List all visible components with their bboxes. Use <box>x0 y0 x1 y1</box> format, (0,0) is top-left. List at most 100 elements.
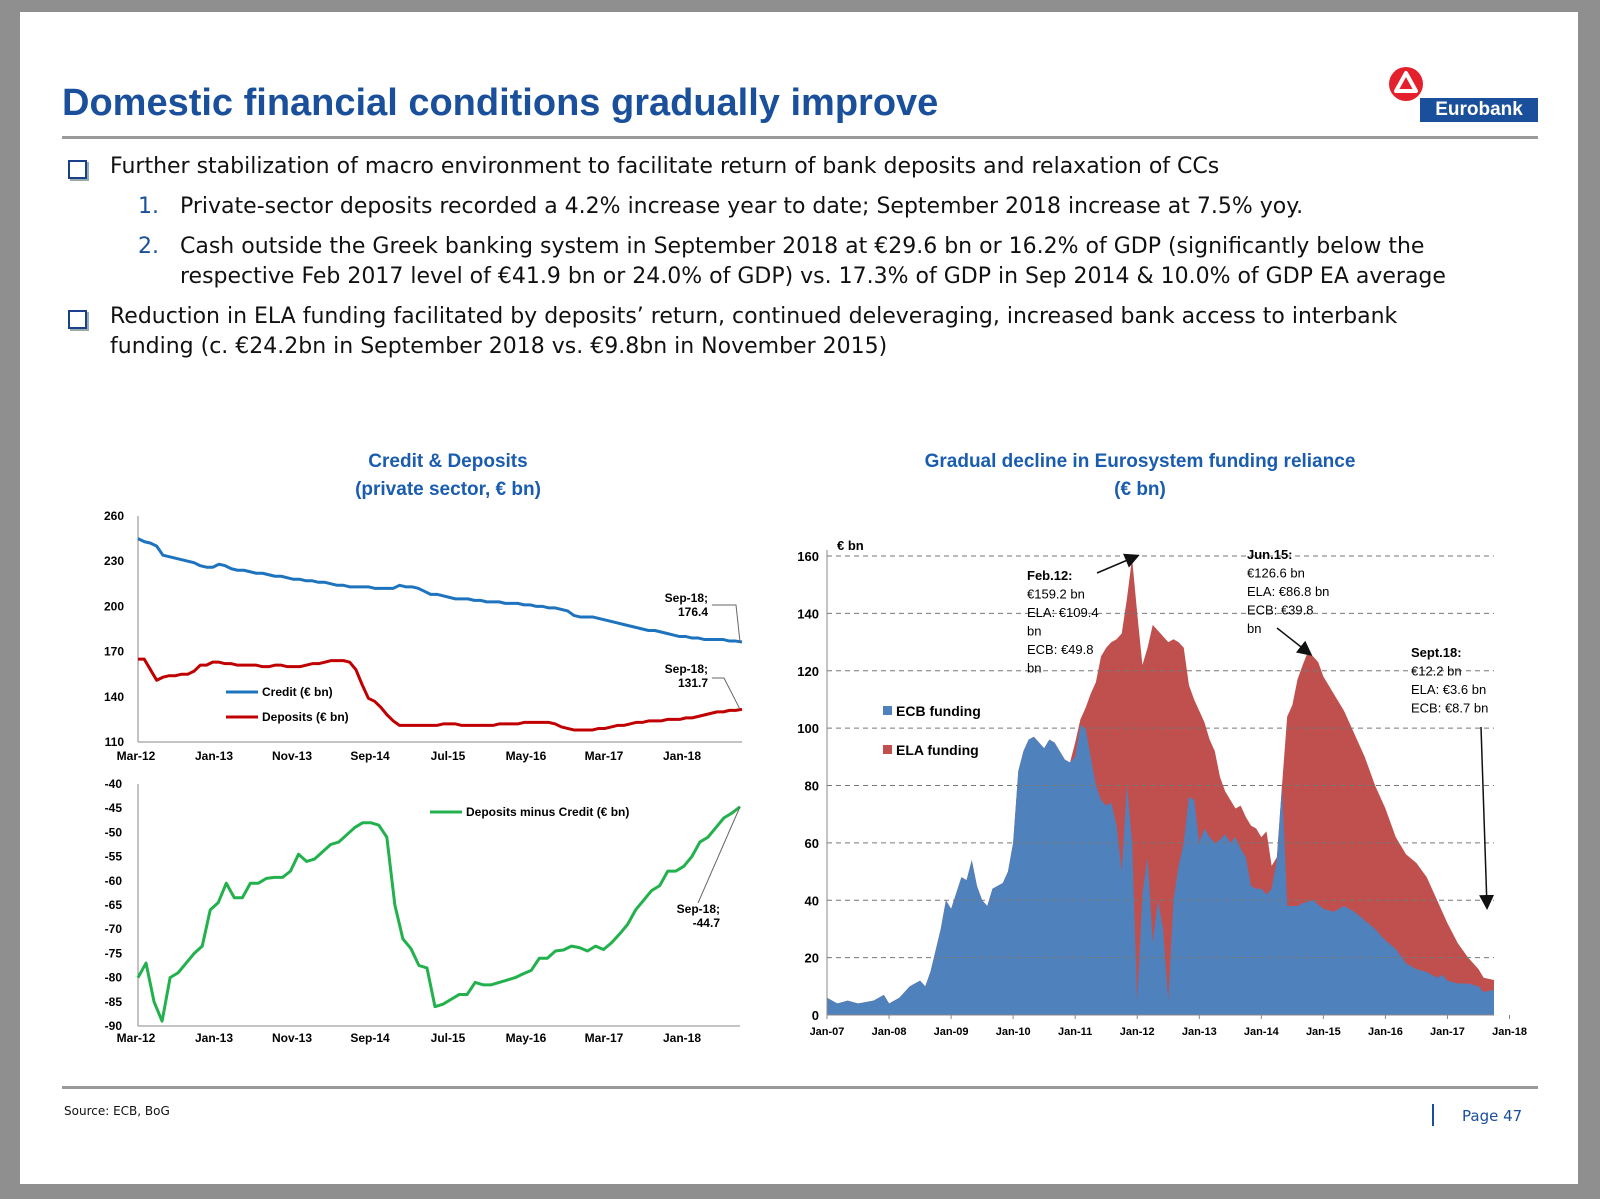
x-tick-label: Sep-14 <box>350 1031 390 1045</box>
annotation-leader <box>712 604 741 643</box>
x-tick-label: May-16 <box>506 749 547 763</box>
left-chart-title-line-2: (private sector, € bn) <box>355 479 541 500</box>
y-tick-label: 40 <box>805 893 819 908</box>
annotation-sept18: ELA: €3.6 bn <box>1411 682 1486 697</box>
legend-label: Deposits (€ bn) <box>262 710 349 724</box>
annotation-label: Sep-18; <box>677 902 720 916</box>
bullet-2-line-2: funding (c. €24.2bn in September 2018 vs… <box>110 334 888 359</box>
legend-label: Deposits minus Credit (€ bn) <box>466 805 629 819</box>
right-chart-title-line-2: (€ bn) <box>1114 479 1166 500</box>
logo-mark-icon <box>1389 67 1423 101</box>
x-tick-label: Jan-18 <box>663 1031 701 1045</box>
source-note: Source: ECB, BoG <box>64 1104 170 1118</box>
y-tick-label: -65 <box>105 898 123 912</box>
x-tick-label: Jan-14 <box>1244 1026 1280 1038</box>
annotation-feb12: bn <box>1027 624 1041 639</box>
sub-bullet-2-line-1: Cash outside the Greek banking system in… <box>180 234 1425 259</box>
footer-divider <box>62 1086 1538 1089</box>
annotation-label: Sep-18; <box>665 591 708 605</box>
annotation-jun15: €126.6 bn <box>1247 566 1305 581</box>
y-tick-label: -80 <box>105 971 123 985</box>
x-tick-label: Jan-07 <box>810 1026 845 1038</box>
x-tick-label: Mar-12 <box>117 749 156 763</box>
x-tick-label: Jan-15 <box>1306 1026 1341 1038</box>
x-tick-label: Nov-13 <box>272 749 312 763</box>
annotation-arrow <box>1276 627 1313 656</box>
annotation-leader <box>712 677 741 710</box>
legend-label-ecb: ECB funding <box>896 703 981 719</box>
y-tick-label: 100 <box>797 721 819 736</box>
checkbox-bullet-icon <box>68 310 87 329</box>
annotation-sept18: Sept.18: <box>1411 645 1462 660</box>
annotation-jun15: Jun.15: <box>1247 547 1293 562</box>
x-tick-label: Jan-18 <box>1492 1026 1527 1038</box>
x-tick-label: Jan-18 <box>663 749 701 763</box>
legend-swatch-ecb <box>883 706 892 715</box>
left-chart-title: Credit & Deposits (private sector, € bn) <box>228 448 668 504</box>
page-title: Domestic financial conditions gradually … <box>62 82 939 124</box>
x-tick-label: Mar-17 <box>585 749 624 763</box>
slide: Domestic financial conditions gradually … <box>20 12 1578 1184</box>
credit-deposits-chart: 110 140 170 200 230 260 Mar-12 Jan-13 Nov-13 Sep-… <box>104 509 743 763</box>
annotation-arrow <box>1096 553 1140 574</box>
y-tick-label: 0 <box>812 1008 819 1023</box>
y-tick-label: 260 <box>104 509 124 523</box>
annotation-feb12: Feb.12: <box>1027 568 1073 583</box>
sub-bullet-2-line-2: respective Feb 2017 level of €41.9 bn or… <box>180 264 1446 289</box>
x-tick-label: Jan-09 <box>934 1026 969 1038</box>
left-chart-title-line-1: Credit & Deposits <box>368 451 528 472</box>
annotation-sept18: €12.2 bn <box>1411 664 1462 679</box>
y-tick-label: -85 <box>105 995 123 1009</box>
x-tick-label: Jan-16 <box>1368 1026 1403 1038</box>
y-tick-label: -50 <box>105 825 123 839</box>
y-tick-label: 160 <box>797 549 819 564</box>
bullet-number: 1. <box>138 194 159 219</box>
annotation-feb12: bn <box>1027 661 1041 676</box>
right-chart-title: Gradual decline in Eurosystem funding re… <box>880 448 1400 504</box>
annotation-sept18: ECB: €8.7 bn <box>1411 701 1488 716</box>
y-tick-label: -55 <box>105 850 123 864</box>
x-tick-label: Mar-17 <box>585 1031 624 1045</box>
x-tick-label: Jul-15 <box>431 749 466 763</box>
x-tick-label: Mar-12 <box>117 1031 156 1045</box>
x-tick-label: Nov-13 <box>272 1031 312 1045</box>
annotation-label: 176.4 <box>678 605 708 619</box>
x-tick-label: Jan-17 <box>1430 1026 1465 1038</box>
bullet-1: Further stabilization of macro environme… <box>110 154 1220 179</box>
x-tick-label: Jul-15 <box>431 1031 466 1045</box>
y-tick-label: 110 <box>105 735 125 749</box>
y-tick-label: 140 <box>104 690 124 704</box>
y-tick-label: 60 <box>805 836 819 851</box>
annotation-label: Sep-18; <box>665 662 708 676</box>
legend-label-ela: ELA funding <box>896 742 979 758</box>
x-tick-label: Jan-12 <box>1120 1026 1155 1038</box>
y-tick-label: 200 <box>104 599 124 613</box>
y-tick-label: -45 <box>105 801 123 815</box>
annotation-jun15: bn <box>1247 621 1261 636</box>
y-tick-label: 80 <box>805 779 819 794</box>
x-tick-label: Jan-08 <box>872 1026 907 1038</box>
annotation-label: -44.7 <box>693 916 721 930</box>
page-number: Page 47 <box>1462 1107 1523 1125</box>
legend-swatch-ela <box>883 745 892 754</box>
x-tick-label: May-16 <box>506 1031 547 1045</box>
x-tick-label: Jan-11 <box>1058 1026 1092 1038</box>
x-tick-label: Jan-13 <box>1182 1026 1217 1038</box>
y-tick-label: 170 <box>104 645 124 659</box>
y-tick-label: 20 <box>805 951 819 966</box>
annotation-feb12: ELA: €109.4 <box>1027 605 1099 620</box>
deposits-series-line <box>138 657 743 732</box>
annotation-leader <box>697 806 741 904</box>
y-tick-label: -75 <box>105 946 123 960</box>
title-divider <box>62 136 1538 139</box>
legend-label: Credit (€ bn) <box>262 685 333 699</box>
y-tick-label: -90 <box>105 1019 123 1033</box>
y-tick-label: 120 <box>797 664 819 679</box>
y-tick-label: 140 <box>797 606 819 621</box>
y-tick-label: 230 <box>104 554 124 568</box>
annotation-jun15: ELA: €86.8 bn <box>1247 584 1329 599</box>
annotation-feb12: ECB: €49.8 <box>1027 642 1094 657</box>
checkbox-bullet-icon <box>68 160 87 179</box>
bullet-number: 2. <box>138 234 159 259</box>
x-tick-label: Jan-13 <box>195 749 233 763</box>
